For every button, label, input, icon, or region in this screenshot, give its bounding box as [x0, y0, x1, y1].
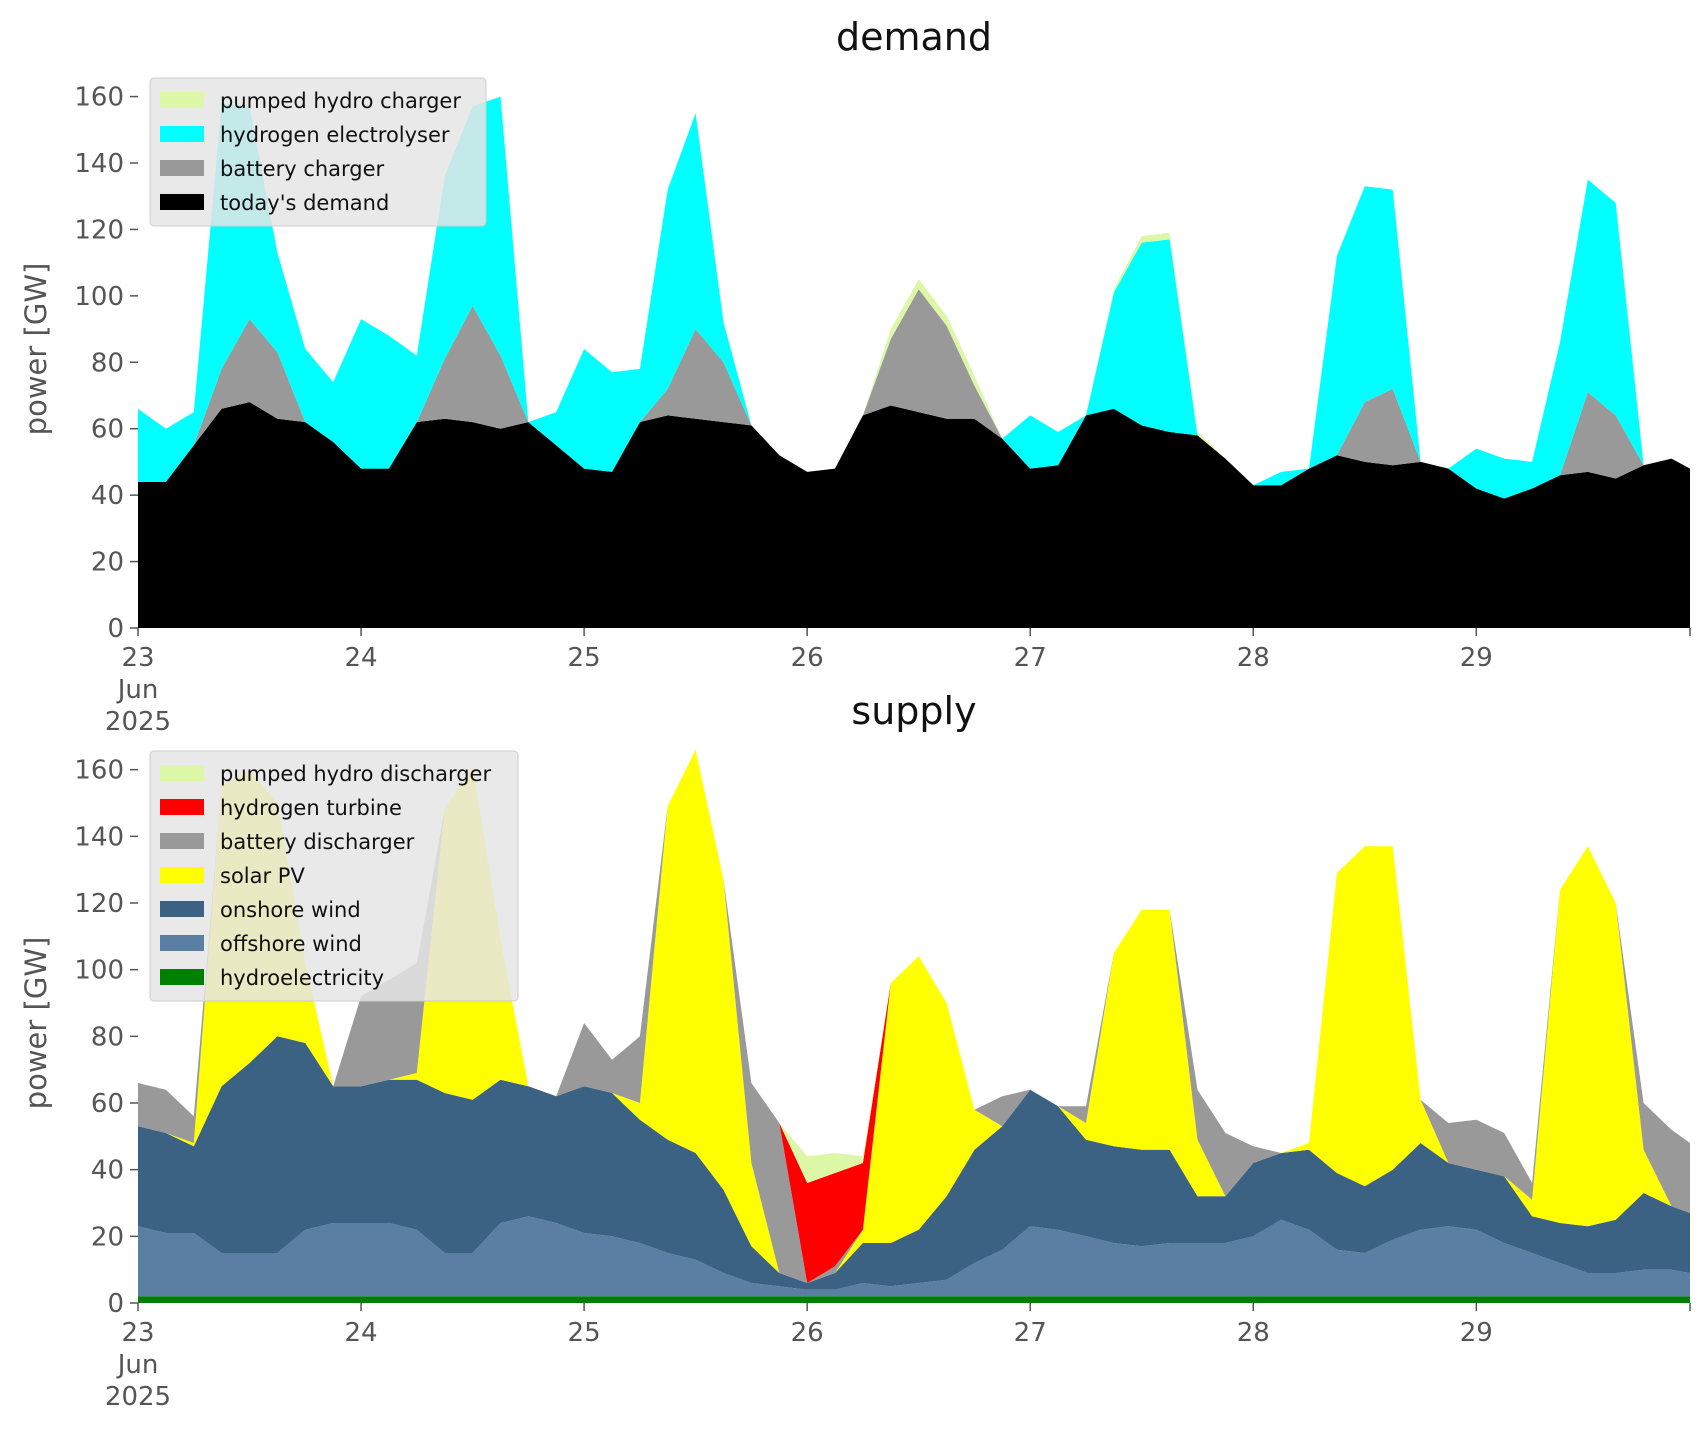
areas [138, 749, 1690, 1303]
legend-label-hydroelectricity: hydroelectricity [220, 966, 384, 990]
legend-swatch-today-s-demand [160, 194, 204, 210]
y-tick-label: 120 [74, 889, 124, 919]
legend-label-hydrogen-electrolyser: hydrogen electrolyser [220, 123, 450, 147]
legend-swatch-pumped-hydro-discharger [160, 765, 204, 781]
legend-label-today-s-demand: today's demand [220, 191, 389, 215]
x-tick-sublabel: 2025 [105, 1382, 171, 1412]
x-tick-label: 23 [121, 643, 154, 673]
x-tick-label: 28 [1237, 643, 1270, 673]
y-tick-label: 100 [74, 282, 124, 312]
legend-swatch-solar-pv [160, 867, 204, 883]
chart-title: demand [836, 15, 992, 59]
y-axis: 0 20 40 60 80 100 120 140 160 [74, 756, 138, 1319]
y-tick-label: 40 [91, 481, 124, 511]
y-axis-label: power [GW] [19, 937, 53, 1110]
chart-title: supply [851, 689, 976, 733]
y-tick-label: 40 [91, 1156, 124, 1186]
legend-box [149, 750, 519, 1002]
x-tick-sublabel: Jun [116, 1350, 159, 1380]
area-pumped-hydro-charger [138, 96, 1690, 486]
y-tick-label: 140 [74, 822, 124, 852]
demand-chart: demand 0 20 40 60 80 100 120 140 160 power [GW] 23J… [19, 15, 1691, 737]
supply-chart: supply 0 20 40 60 80 100 120 140 160 power [GW] 23J… [19, 689, 1691, 1412]
legend-label-battery-charger: battery charger [220, 157, 385, 181]
x-tick-label: 23 [121, 1318, 154, 1348]
x-tick-sublabel: 2025 [105, 707, 171, 737]
y-tick-label: 0 [107, 1289, 124, 1319]
legend-label-pumped-hydro-discharger: pumped hydro discharger [220, 762, 491, 786]
area-today-s-demand [138, 402, 1690, 628]
legend-label-offshore-wind: offshore wind [220, 932, 362, 956]
legend-label-battery-discharger: battery discharger [220, 830, 415, 854]
x-tick-label: 27 [1014, 1318, 1047, 1348]
y-tick-label: 20 [91, 548, 124, 578]
x-tick-label: 26 [791, 643, 824, 673]
x-tick-label: 27 [1014, 643, 1047, 673]
x-tick-label: 28 [1237, 1318, 1270, 1348]
x-tick-label: 25 [568, 643, 601, 673]
areas [138, 96, 1690, 628]
area-hydroelectricity [138, 1296, 1690, 1303]
y-tick-label: 0 [107, 614, 124, 644]
y-axis-label: power [GW] [19, 263, 53, 436]
area-hydrogen-electrolyser [138, 96, 1690, 499]
legend-label-onshore-wind: onshore wind [220, 898, 361, 922]
x-tick-sublabel: Jun [116, 675, 159, 705]
y-tick-label: 140 [74, 149, 124, 179]
legend-swatch-pumped-hydro-charger [160, 92, 204, 108]
y-tick-label: 60 [91, 415, 124, 445]
legend-label-solar-pv: solar PV [220, 864, 305, 888]
y-axis: 0 20 40 60 80 100 120 140 160 [74, 83, 138, 644]
legend-swatch-hydrogen-turbine [160, 799, 204, 815]
area-solar-pv [138, 749, 1690, 1283]
legend: pumped hydro discharger hydrogen turbine b… [149, 750, 519, 1002]
legend-swatch-onshore-wind [160, 901, 204, 917]
legend-box [149, 77, 487, 227]
y-tick-label: 80 [91, 1022, 124, 1052]
y-tick-label: 60 [91, 1089, 124, 1119]
y-tick-label: 160 [74, 83, 124, 113]
area-onshore-wind [138, 1036, 1690, 1290]
legend-swatch-battery-charger [160, 160, 204, 176]
y-tick-label: 160 [74, 756, 124, 786]
y-tick-label: 120 [74, 215, 124, 245]
y-tick-label: 20 [91, 1222, 124, 1252]
x-tick-label: 29 [1460, 643, 1493, 673]
area-battery-charger [138, 289, 1690, 499]
y-tick-label: 80 [91, 348, 124, 378]
x-tick-label: 24 [345, 643, 378, 673]
legend-swatch-battery-discharger [160, 833, 204, 849]
legend-swatch-hydrogen-electrolyser [160, 126, 204, 142]
legend-label-pumped-hydro-charger: pumped hydro charger [220, 89, 461, 113]
x-tick-label: 25 [568, 1318, 601, 1348]
x-tick-label: 29 [1460, 1318, 1493, 1348]
x-tick-label: 24 [345, 1318, 378, 1348]
legend-swatch-offshore-wind [160, 935, 204, 951]
legend-swatch-hydroelectricity [160, 969, 204, 985]
x-tick-label: 26 [791, 1318, 824, 1348]
area-offshore-wind [138, 1216, 1690, 1297]
legend-label-hydrogen-turbine: hydrogen turbine [220, 796, 402, 820]
y-tick-label: 100 [74, 956, 124, 986]
legend: pumped hydro charger hydrogen electrolyse… [149, 77, 487, 227]
